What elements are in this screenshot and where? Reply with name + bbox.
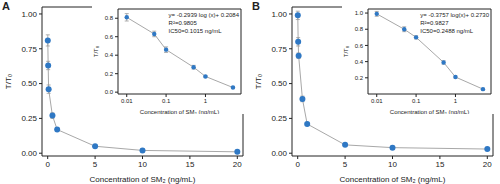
svg-text:0.75: 0.75 [21, 45, 37, 54]
svg-text:Concentration of SM₂ (ng/mL): Concentration of SM₂ (ng/mL) [390, 109, 469, 114]
svg-text:20: 20 [483, 160, 492, 169]
svg-text:0.00: 0.00 [271, 149, 287, 158]
svg-text:0.1: 0.1 [412, 98, 421, 104]
html-text:R²=0.9805: R²=0.9805 [168, 20, 197, 26]
svg-text:0.0: 0.0 [105, 89, 114, 95]
html-text:B: B [252, 0, 260, 12]
svg-text:0.01: 0.01 [371, 98, 383, 104]
html-text:IC50=0.1015 ng/mL: IC50=0.1015 ng/mL [168, 28, 222, 34]
svg-text:0.50: 0.50 [271, 79, 287, 88]
html-text:y= -0.2939 log (x)+ 0.2084: y= -0.2939 log (x)+ 0.2084 [168, 12, 239, 18]
svg-text:Concentration of SM₂ (ng/mL): Concentration of SM₂ (ng/mL) [340, 175, 446, 184]
svg-text:10: 10 [138, 160, 147, 169]
svg-text:5: 5 [93, 160, 98, 169]
svg-text:15: 15 [185, 160, 194, 169]
html-text:IC50=0.2488 ng/mL: IC50=0.2488 ng/mL [420, 28, 474, 34]
svg-text:0.01: 0.01 [121, 98, 133, 104]
svg-text:0.4: 0.4 [355, 59, 364, 65]
svg-text:1.00: 1.00 [21, 10, 37, 19]
svg-text:0.4: 0.4 [105, 52, 114, 58]
svg-text:15: 15 [435, 160, 444, 169]
svg-text:1: 1 [454, 98, 458, 104]
svg-text:1.0: 1.0 [355, 10, 364, 16]
svg-text:0: 0 [45, 160, 50, 169]
svg-text:0.00: 0.00 [21, 149, 37, 158]
html-text:y= -0.3757 log(x)+ 0.2730: y= -0.3757 log(x)+ 0.2730 [420, 12, 489, 18]
svg-text:0.1: 0.1 [162, 98, 171, 104]
svg-text:Concentration of SM₂ (ng/mL): Concentration of SM₂ (ng/mL) [90, 175, 196, 184]
svg-text:0.6: 0.6 [105, 34, 114, 40]
html-text:A: A [2, 0, 10, 12]
svg-text:20: 20 [233, 160, 242, 169]
svg-text:0.25: 0.25 [21, 114, 37, 123]
svg-text:0: 0 [295, 160, 300, 169]
svg-text:0.6: 0.6 [355, 43, 364, 49]
svg-text:T/T₀: T/T₀ [254, 74, 263, 89]
svg-text:0.2: 0.2 [105, 71, 114, 77]
svg-text:Concentration of SM₂ (ng/mL): Concentration of SM₂ (ng/mL) [140, 109, 219, 114]
svg-text:0.8: 0.8 [105, 15, 114, 21]
svg-text:T/T₀: T/T₀ [93, 45, 99, 57]
svg-text:0.8: 0.8 [355, 26, 364, 32]
svg-text:T/T₀: T/T₀ [8, 74, 13, 89]
svg-text:5: 5 [343, 160, 348, 169]
svg-text:1.00: 1.00 [271, 10, 287, 19]
svg-text:T/T₀: T/T₀ [343, 45, 349, 57]
svg-text:0.75: 0.75 [271, 45, 287, 54]
html-text:R²=0.9827: R²=0.9827 [420, 20, 449, 26]
svg-text:0.2: 0.2 [355, 75, 364, 81]
svg-text:0.50: 0.50 [21, 79, 37, 88]
svg-text:1: 1 [204, 98, 208, 104]
svg-text:0.25: 0.25 [271, 114, 287, 123]
svg-text:10: 10 [388, 160, 397, 169]
